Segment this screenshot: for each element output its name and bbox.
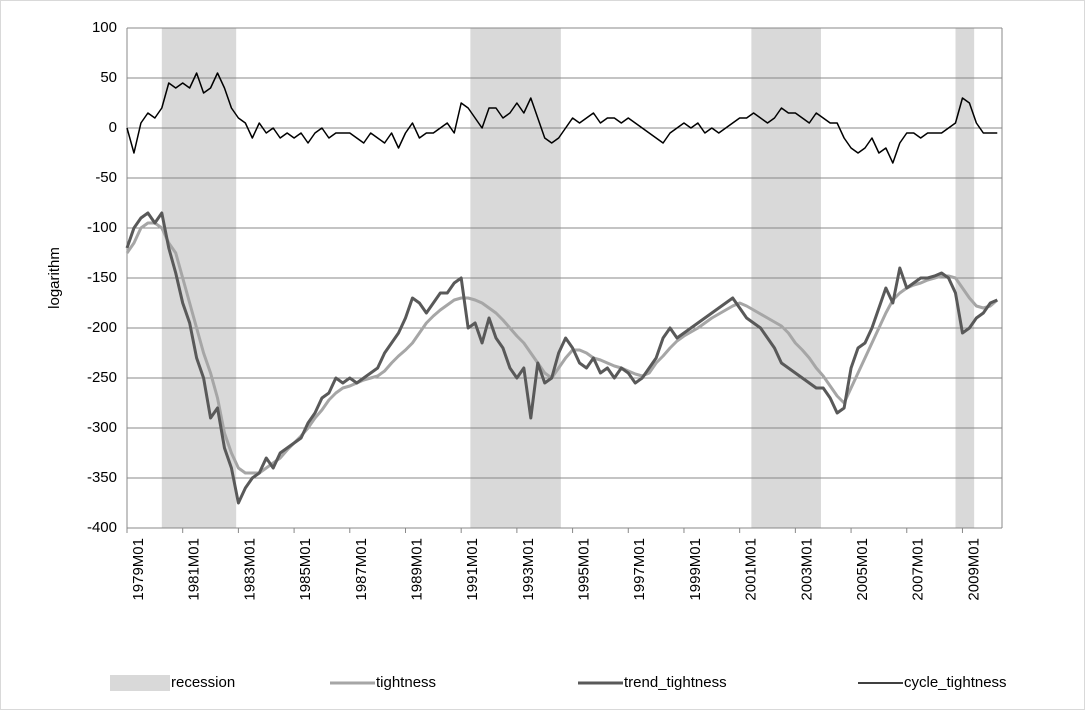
x-tick-label: 1999M01 <box>687 538 704 601</box>
series-line <box>126 72 998 164</box>
x-tick-label: 1983M01 <box>241 538 258 601</box>
y-tick-label: -100 <box>87 219 117 236</box>
x-tick-label: 1979M01 <box>130 538 147 601</box>
y-tick-label: 100 <box>92 19 117 36</box>
y-tick-label: 50 <box>100 69 117 86</box>
legend-label: trend_tightness <box>624 674 727 691</box>
y-axis-label: logarithm <box>46 247 63 309</box>
x-tick-label: 1997M01 <box>631 538 648 601</box>
y-tick-label: -300 <box>87 419 117 436</box>
y-tick-label: -200 <box>87 319 117 336</box>
legend-swatch <box>110 675 170 691</box>
series-line <box>125 211 998 505</box>
x-tick-label: 2007M01 <box>910 538 927 601</box>
x-tick-label: 1985M01 <box>297 538 314 601</box>
legend-label: recession <box>171 674 235 691</box>
y-tick-label: -400 <box>87 519 117 536</box>
x-tick-label: 1991M01 <box>464 538 481 601</box>
x-tick-label: 1981M01 <box>186 538 203 601</box>
legend-label: cycle_tightness <box>904 674 1007 691</box>
x-tick-label: 1995M01 <box>576 538 593 601</box>
x-tick-label: 2001M01 <box>743 538 760 601</box>
x-tick-label: 1993M01 <box>520 538 537 601</box>
y-tick-label: 0 <box>109 119 117 136</box>
x-tick-label: 2005M01 <box>854 538 871 601</box>
x-tick-label: 2009M01 <box>965 538 982 601</box>
legend-label: tightness <box>376 674 436 691</box>
x-tick-label: 1987M01 <box>353 538 370 601</box>
y-tick-label: -50 <box>95 169 117 186</box>
y-tick-label: -350 <box>87 469 117 486</box>
y-tick-label: -150 <box>87 269 117 286</box>
x-tick-label: 2003M01 <box>798 538 815 601</box>
x-tick-label: 1989M01 <box>408 538 425 601</box>
y-tick-label: -250 <box>87 369 117 386</box>
